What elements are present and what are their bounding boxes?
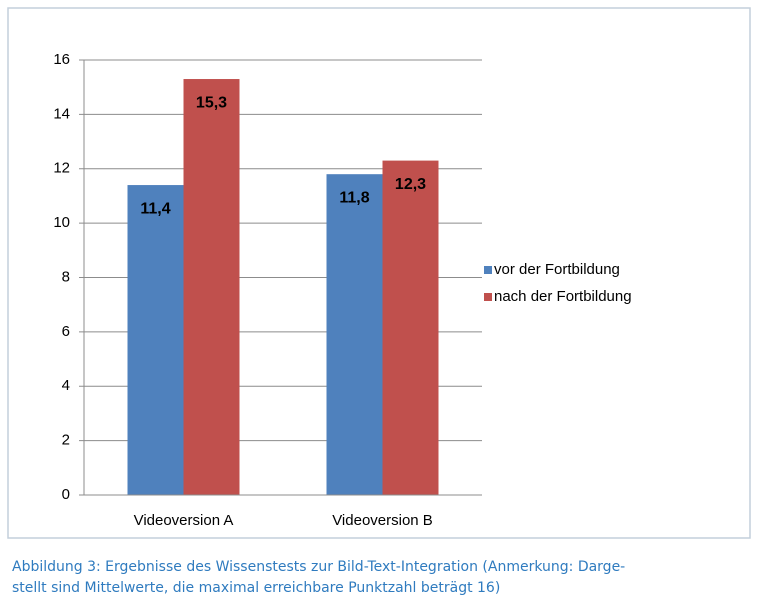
y-tick-label: 4 [62,377,70,394]
y-tick-label: 0 [62,486,70,503]
value-label: 11,8 [339,189,369,206]
y-tick-label: 8 [62,268,70,285]
y-tick-label: 10 [53,214,70,231]
value-label: 12,3 [395,176,426,193]
x-tick-label: Videoversion B [332,512,433,529]
legend-label: vor der Fortbildung [494,261,620,278]
bar [382,160,439,495]
caption-line: stellt sind Mittelwerte, die maximal err… [12,580,500,596]
y-tick-label: 6 [62,323,70,340]
legend-swatch [484,293,492,301]
y-tick-label: 2 [62,432,70,449]
value-label: 15,3 [196,94,227,111]
legend-swatch [484,266,492,274]
caption-line: Abbildung 3: Ergebnisse des Wissenstests… [12,559,625,575]
bar [183,79,240,495]
legend-label: nach der Fortbildung [494,288,632,305]
bar [326,174,383,495]
y-tick-label: 12 [53,160,70,177]
y-tick-label: 14 [53,105,70,122]
y-tick-label: 16 [53,51,70,68]
value-label: 11,4 [140,200,170,217]
x-tick-label: Videoversion A [134,512,234,529]
bar [127,185,184,495]
